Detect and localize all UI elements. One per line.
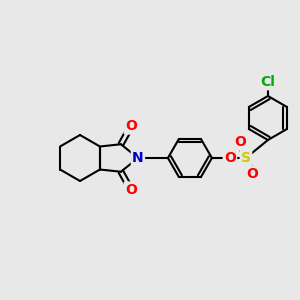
Text: O: O xyxy=(246,167,258,181)
Text: O: O xyxy=(234,135,246,149)
Text: N: N xyxy=(132,151,144,165)
Text: S: S xyxy=(241,151,251,165)
Text: O: O xyxy=(224,151,236,165)
Text: Cl: Cl xyxy=(260,75,275,89)
Text: O: O xyxy=(125,119,137,133)
Text: O: O xyxy=(125,183,137,197)
